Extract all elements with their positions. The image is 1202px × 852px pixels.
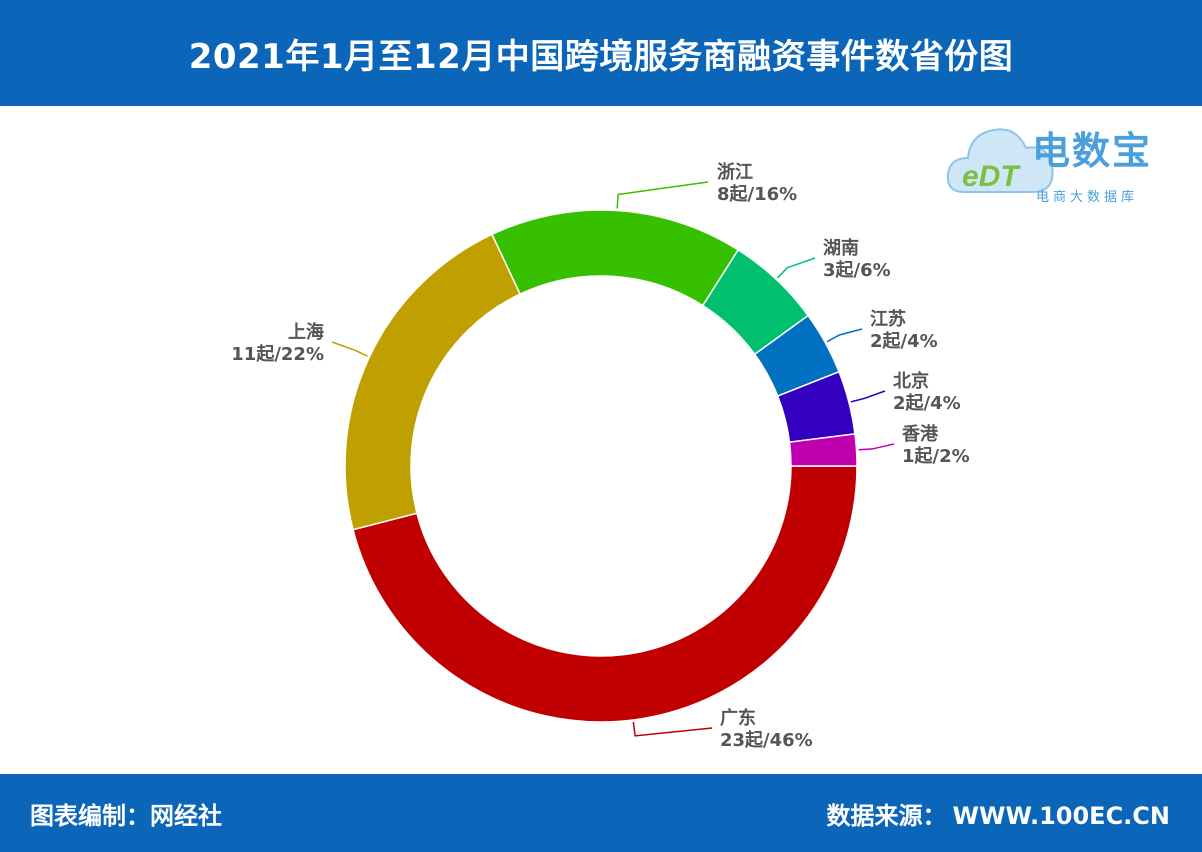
logo-subtitle: 电商大数据库 — [1036, 190, 1139, 205]
leader-line — [331, 341, 368, 357]
source-label: 数据来源： — [826, 802, 947, 830]
cloud-logo-icon: eDT — [946, 128, 1054, 193]
donut-slice — [344, 233, 522, 531]
leader-line — [826, 328, 863, 343]
logo-mark: eDT — [962, 160, 1021, 193]
slice-name-label: 湖南 — [823, 237, 859, 259]
slice-value-label: 3起/6% — [823, 259, 891, 281]
leader-line — [777, 257, 816, 279]
leader-line — [858, 443, 895, 451]
source-value: WWW.100EC.CN — [952, 802, 1171, 830]
slice-value-label: 8起/16% — [717, 183, 797, 205]
footer-source: 数据来源： WWW.100EC.CN — [827, 796, 1171, 831]
leader-line — [850, 390, 886, 403]
chart-header: 2021年1月至12月中国跨境服务商融资事件数省份图 — [0, 0, 1202, 106]
footer-credit: 图表编制：网经社 — [30, 802, 222, 830]
slice-name-label: 广东 — [720, 707, 756, 729]
slice-value-label: 2起/4% — [893, 392, 961, 414]
leader-line — [632, 721, 713, 737]
donut-slice — [352, 465, 858, 723]
donut-slice — [788, 433, 858, 467]
donut-slices — [344, 209, 858, 723]
chart-title: 2021年1月至12月中国跨境服务商融资事件数省份图 — [188, 36, 1014, 77]
slice-name-label: 江苏 — [870, 308, 906, 330]
slice-name-label: 浙江 — [717, 161, 753, 183]
slice-name-label: 上海 — [288, 321, 324, 343]
slice-value-label: 23起/46% — [720, 729, 813, 751]
slice-name-label: 北京 — [893, 370, 929, 392]
slice-value-label: 1起/2% — [902, 445, 970, 467]
leader-line — [616, 181, 709, 209]
logo-title: 电数宝 — [1032, 129, 1153, 173]
logo: eDT 电数宝 电商大数据库 — [944, 114, 1194, 214]
donut-slice — [491, 209, 740, 307]
leader-lines — [331, 181, 895, 737]
slice-value-label: 11起/22% — [231, 343, 324, 365]
slice-name-label: 香港 — [901, 424, 939, 445]
chart-footer: 图表编制：网经社 数据来源： WWW.100EC.CN — [0, 774, 1202, 852]
slice-labels: 广东23起/46%上海11起/22%浙江8起/16%湖南3起/6%江苏2起/4%… — [231, 161, 969, 751]
donut-chart: 广东23起/46%上海11起/22%浙江8起/16%湖南3起/6%江苏2起/4%… — [231, 161, 969, 751]
slice-value-label: 2起/4% — [870, 330, 938, 352]
